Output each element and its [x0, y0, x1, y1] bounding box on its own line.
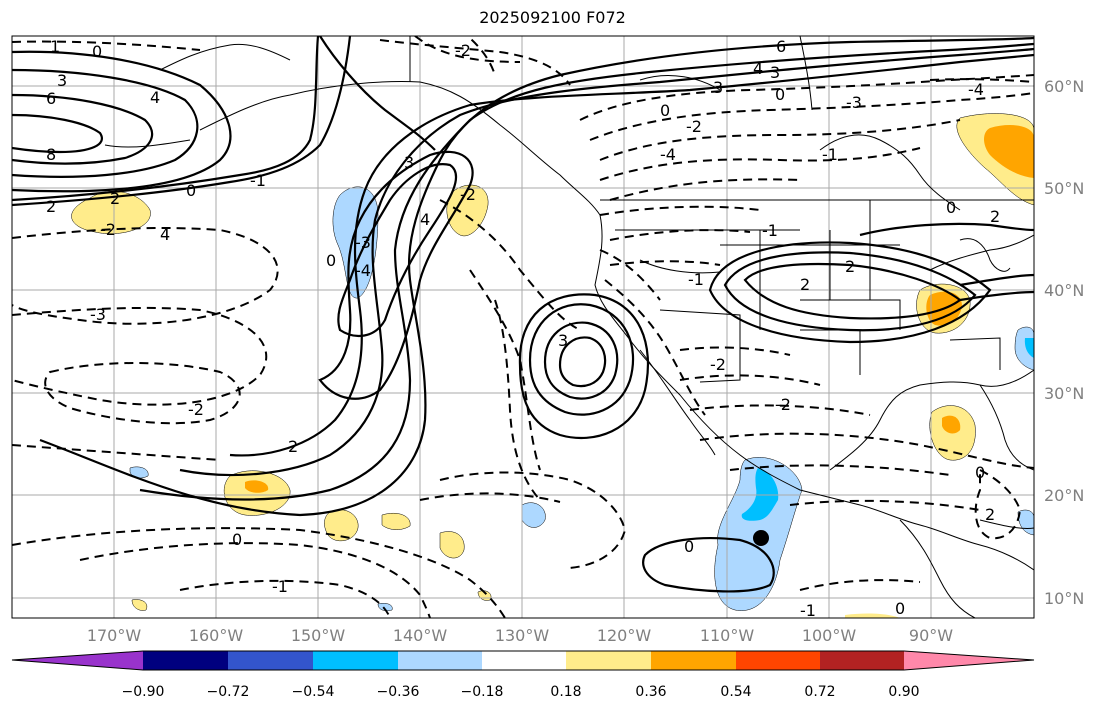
contour-lines — [12, 36, 1034, 593]
colorbar-cell — [566, 651, 651, 670]
lat-label: 20°N — [1044, 486, 1085, 505]
lon-label: 170°W — [86, 626, 142, 645]
dashed-contours — [12, 36, 1034, 618]
contour-label: 4 — [160, 225, 170, 244]
lat-label: 60°N — [1044, 77, 1085, 96]
lat-label: 50°N — [1044, 179, 1085, 198]
contour-label: -4 — [968, 80, 984, 99]
contour-label: 8 — [46, 145, 56, 164]
contour-label: 1 — [50, 37, 60, 56]
contour-label: -1 — [272, 577, 288, 596]
contour-label: 0 — [232, 530, 242, 549]
colorbar-tick-label: −0.18 — [460, 684, 504, 700]
contour-label: 0 — [895, 599, 905, 618]
colorbar-cell — [482, 651, 566, 670]
lon-label: 110°W — [699, 626, 755, 645]
contour-label: 3 — [404, 153, 414, 172]
lon-label: 150°W — [290, 626, 346, 645]
coastlines — [104, 36, 1034, 618]
contour-label: 2 — [985, 505, 995, 524]
contour-label: -1 — [822, 145, 838, 164]
contour-label: -3 — [90, 305, 106, 324]
contour-label: -2 — [775, 395, 791, 414]
lon-label: 120°W — [596, 626, 652, 645]
colorbar-tick-label: 0.90 — [888, 684, 920, 700]
colorbar-cell — [313, 651, 398, 670]
storm-center-marker — [753, 530, 769, 546]
contour-label: -2 — [100, 220, 116, 239]
contour-label: -2 — [455, 41, 471, 60]
lon-label: 90°W — [908, 626, 954, 645]
map-title: 2025092100 F072 — [479, 8, 626, 27]
colorbar — [11, 650, 1035, 671]
lat-label: 30°N — [1044, 384, 1085, 403]
contour-label: 2 — [288, 437, 298, 456]
contour-label: -4 — [355, 261, 371, 280]
graticule — [12, 36, 1034, 618]
contour-label: 2 — [46, 197, 56, 216]
contour-label: 6 — [776, 37, 786, 56]
colorbar-cell — [12, 651, 143, 670]
contour-label-group: 1 0 3 6 8 2 2 4 4 -2 -1 0 -3 -2 2 0 -1 3… — [46, 37, 1000, 620]
lon-label: 140°W — [392, 626, 448, 645]
contour-label: -1 — [250, 171, 266, 190]
contour-label: -4 — [660, 145, 676, 164]
contour-label: 3 — [57, 71, 67, 90]
contour-label: 0 — [326, 251, 336, 270]
contour-label: 0 — [660, 101, 670, 120]
colorbar-tick-label: 0.72 — [804, 684, 836, 700]
colorbar-cell — [736, 651, 820, 670]
contour-label: 0 — [92, 42, 102, 61]
contour-label: 4 — [420, 210, 430, 229]
contour-label: 6 — [46, 89, 56, 108]
colorbar-tick-label: 0.18 — [550, 684, 582, 700]
colorbar-tick-label: 0.54 — [720, 684, 752, 700]
contour-label: 3 — [770, 63, 780, 82]
contour-label: -3 — [355, 233, 371, 252]
contour-label: 2 — [990, 207, 1000, 226]
contour-label: -1 — [800, 601, 816, 620]
contour-label: -2 — [188, 400, 204, 419]
contour-label: 2 — [800, 275, 810, 294]
contour-label: -2 — [460, 185, 476, 204]
colorbar-cell — [651, 651, 736, 670]
contour-label: -3 — [846, 93, 862, 112]
lat-label: 40°N — [1044, 281, 1085, 300]
contour-label: -2 — [686, 117, 702, 136]
contour-label: 2 — [110, 189, 120, 208]
lon-label: 160°W — [188, 626, 244, 645]
colorbar-cell — [228, 651, 313, 670]
contour-label: 0 — [186, 181, 196, 200]
colorbar-cell — [820, 651, 904, 670]
colorbar-cell — [398, 651, 482, 670]
lon-label: 100°W — [801, 626, 857, 645]
colorbar-tick-label: −0.90 — [121, 684, 165, 700]
contour-label: 0 — [946, 198, 956, 217]
colorbar-tick-label: −0.36 — [376, 684, 420, 700]
contour-label: 0 — [684, 537, 694, 556]
colorbar-cell — [904, 651, 1034, 670]
lat-label: 10°N — [1044, 589, 1085, 608]
contour-label: -1 — [688, 270, 704, 289]
contour-label: -1 — [762, 221, 778, 240]
map-frame — [11, 35, 1035, 619]
contour-label: 3 — [713, 78, 723, 97]
colorbar-tick-label: −0.54 — [291, 684, 335, 700]
contour-label: 4 — [753, 59, 763, 78]
colorbar-cell — [143, 651, 228, 670]
contour-label: 3 — [558, 331, 568, 350]
colorbar-tick-label: 0.36 — [635, 684, 667, 700]
colorbar-tick-label: −0.72 — [206, 684, 250, 700]
contour-label: 2 — [845, 257, 855, 276]
contour-label: 0 — [775, 85, 785, 104]
contour-label: 4 — [150, 88, 160, 107]
contour-label: 0 — [975, 463, 985, 482]
lon-label: 130°W — [494, 626, 550, 645]
contour-label: -2 — [710, 355, 726, 374]
